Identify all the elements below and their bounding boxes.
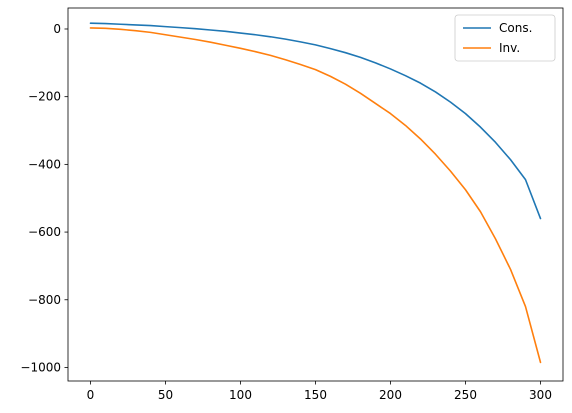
series-line-inv	[89, 27, 542, 364]
x-tick-label: 50	[158, 388, 173, 402]
x-tick-label: 150	[304, 388, 327, 402]
legend-label: Inv.	[499, 41, 520, 55]
x-tick-label: 0	[87, 388, 95, 402]
legend-box	[454, 14, 556, 62]
x-tick-label: 300	[529, 388, 552, 402]
y-tick-label: −800	[28, 293, 61, 307]
legend-label: Cons.	[499, 21, 532, 35]
x-tick-label: 250	[454, 388, 477, 402]
series-layer	[89, 22, 542, 364]
x-tick-label: 100	[229, 388, 252, 402]
y-axis: 0 −200 −400 −600 −800 −1000	[20, 22, 68, 374]
x-tick-label: 200	[379, 388, 402, 402]
y-tick-label: 0	[53, 22, 61, 36]
y-tick-label: −200	[28, 90, 61, 104]
y-tick-label: −600	[28, 225, 61, 239]
series-line-cons	[89, 22, 542, 220]
y-tick-label: −1000	[20, 360, 61, 374]
plot-area	[67, 7, 564, 382]
x-axis: 0 50 100 150 200 250 300	[87, 381, 552, 402]
y-tick-label: −400	[28, 157, 61, 171]
plot-frame	[67, 7, 564, 382]
legend: Cons. Inv.	[454, 14, 556, 62]
